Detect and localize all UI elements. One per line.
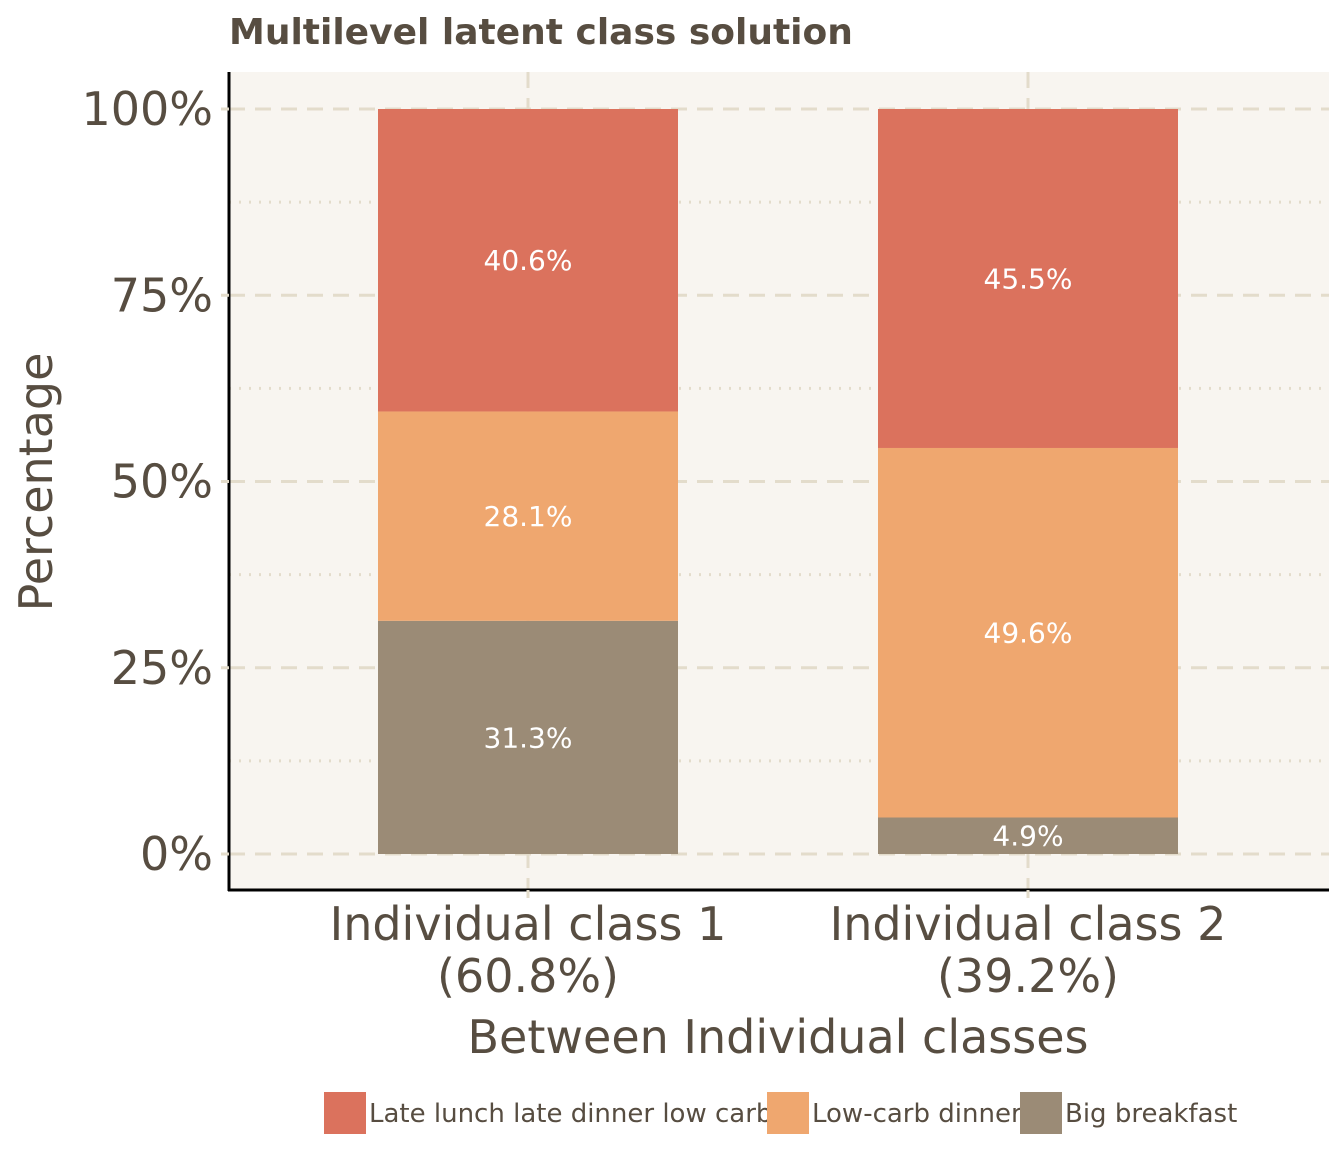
data-label: 4.9% — [992, 820, 1063, 853]
data-label: 40.6% — [484, 244, 573, 277]
y-tick-label: 25% — [111, 641, 213, 695]
bar-segment — [878, 109, 1178, 448]
x-tick-label: (60.8%) — [437, 949, 619, 1003]
legend-label: Late lunch late dinner low carb — [369, 1099, 772, 1129]
legend-key — [1020, 1092, 1062, 1134]
x-tick-label: (39.2%) — [937, 949, 1119, 1003]
data-label: 28.1% — [484, 500, 573, 533]
y-tick-label: 50% — [111, 455, 213, 509]
data-label: 31.3% — [484, 721, 573, 754]
data-label: 49.6% — [984, 617, 1073, 650]
x-tick-label: Individual class 2 — [830, 897, 1227, 951]
legend-key — [767, 1092, 809, 1134]
x-ticks: Individual class 1(60.8%) Individual clas… — [330, 890, 1227, 1003]
legend-label: Big breakfast — [1065, 1099, 1237, 1129]
y-tick-label: 100% — [81, 82, 213, 136]
y-tick-label: 75% — [111, 268, 213, 322]
y-tick-label: 0% — [140, 827, 213, 881]
bar-segment — [378, 411, 678, 621]
x-tick-label: Individual class 1 — [330, 897, 727, 951]
x-axis-title: Between Individual classes — [468, 1010, 1089, 1064]
legend-key — [324, 1092, 366, 1134]
y-axis-title: Percentage — [9, 353, 63, 612]
bar-segment — [878, 447, 1178, 818]
chart-title: Multilevel latent class solution — [229, 12, 853, 53]
data-label: 45.5% — [984, 262, 1073, 295]
legend-label: Low-carb dinner — [812, 1099, 1022, 1129]
legend: Late lunch late dinner low carb Low-carb … — [324, 1092, 1237, 1134]
bar-segment — [378, 620, 678, 854]
y-ticks: 0% 25% 50% 75% 100% — [81, 82, 229, 881]
bar-segment — [878, 817, 1178, 854]
bar-segment — [378, 109, 678, 412]
bars: 31.3% 28.1% 40.6% 4.9% 49.6% 45.5% — [378, 109, 1178, 854]
